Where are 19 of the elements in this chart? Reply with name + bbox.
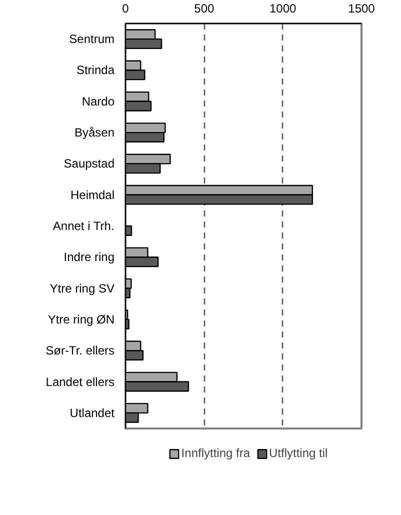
y-tick-label: Landet ellers <box>46 374 115 389</box>
legend-label: Innflytting fra <box>181 446 250 460</box>
y-tick-label: Ytre ring ØN <box>48 312 114 326</box>
y-tick-label: Annet i Trh. <box>52 219 114 233</box>
y-tick-label: Heimdal <box>70 188 114 202</box>
x-tick-label: 500 <box>194 2 215 16</box>
y-tick-label: Nardo <box>82 94 115 108</box>
y-tick-label: Saupstad <box>64 156 115 171</box>
legend-label: Utflytting til <box>269 446 328 460</box>
x-tick-label: 0 <box>122 2 130 16</box>
y-tick-label: Byåsen <box>74 126 115 140</box>
y-tick-label: Strinda <box>76 63 115 78</box>
x-tick-label: 1500 <box>348 2 376 16</box>
y-tick-label: Utlandet <box>70 406 116 420</box>
y-tick-label: Indre ring <box>64 250 115 264</box>
x-tick-label: 1000 <box>269 2 297 16</box>
y-tick-label: Ytre ring SV <box>50 281 115 296</box>
y-tick-label: Sør-Tr. ellers <box>46 344 114 358</box>
y-tick-label: Sentrum <box>69 32 115 46</box>
